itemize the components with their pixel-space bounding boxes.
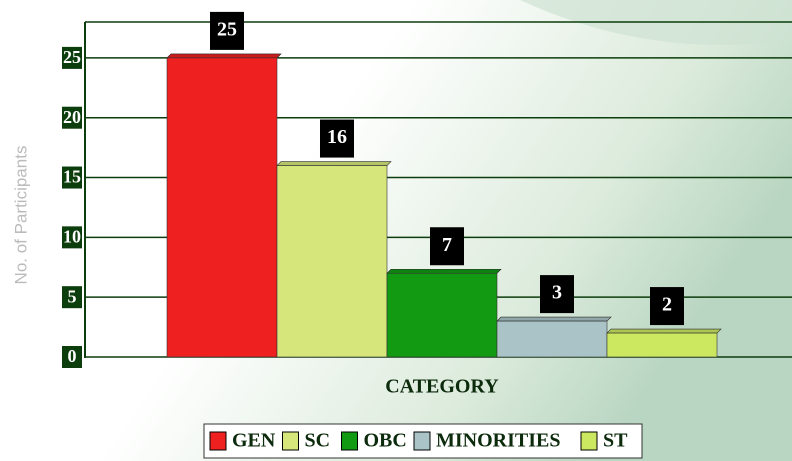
legend-swatch	[282, 431, 299, 451]
y-tick-label: 20	[63, 107, 81, 127]
bar	[276, 165, 388, 358]
legend-label: ST	[603, 430, 628, 452]
value-label-box	[540, 275, 574, 314]
value-label-box	[430, 227, 464, 266]
x-axis-label: CATEGORY	[385, 376, 499, 398]
value-label: 3	[552, 282, 562, 304]
y-tick-label: 15	[63, 167, 81, 187]
y-tick-label: 0	[68, 346, 77, 366]
bar-top	[496, 316, 612, 322]
y-axis-label: No. of Participants	[11, 146, 30, 285]
bar	[166, 57, 278, 358]
bar-top	[166, 53, 282, 59]
y-tick-label: 10	[63, 226, 81, 246]
legend-swatch	[413, 431, 431, 451]
bar-top	[606, 328, 722, 334]
value-label-box	[210, 11, 244, 50]
value-label-box	[320, 119, 354, 158]
y-tick-box	[62, 46, 82, 69]
legend: GEN SC OBC MINORITIES ST	[203, 423, 643, 459]
y-tick-box	[62, 286, 82, 309]
legend-swatch	[341, 431, 358, 451]
y-tick-box	[62, 226, 82, 249]
bar	[606, 332, 718, 358]
bar	[496, 320, 608, 358]
legend-label: GEN	[232, 430, 276, 452]
y-tick-box	[62, 346, 82, 368]
value-label-box	[650, 287, 684, 326]
bar	[386, 272, 498, 358]
legend-label: MINORITIES	[436, 430, 560, 452]
value-label: 25	[217, 18, 237, 40]
y-tick-box	[62, 166, 82, 189]
y-tick-label: 5	[68, 286, 77, 306]
bar-top	[276, 161, 392, 166]
legend-label: OBC	[364, 430, 407, 452]
value-label: 2	[662, 294, 672, 316]
y-tick-label: 25	[63, 47, 81, 67]
legend-swatch	[580, 431, 598, 451]
value-label: 16	[327, 126, 347, 148]
legend-swatch	[209, 431, 227, 451]
value-label: 7	[442, 234, 452, 256]
bar-top	[386, 268, 502, 274]
legend-label: SC	[305, 430, 331, 452]
y-tick-box	[62, 106, 82, 129]
